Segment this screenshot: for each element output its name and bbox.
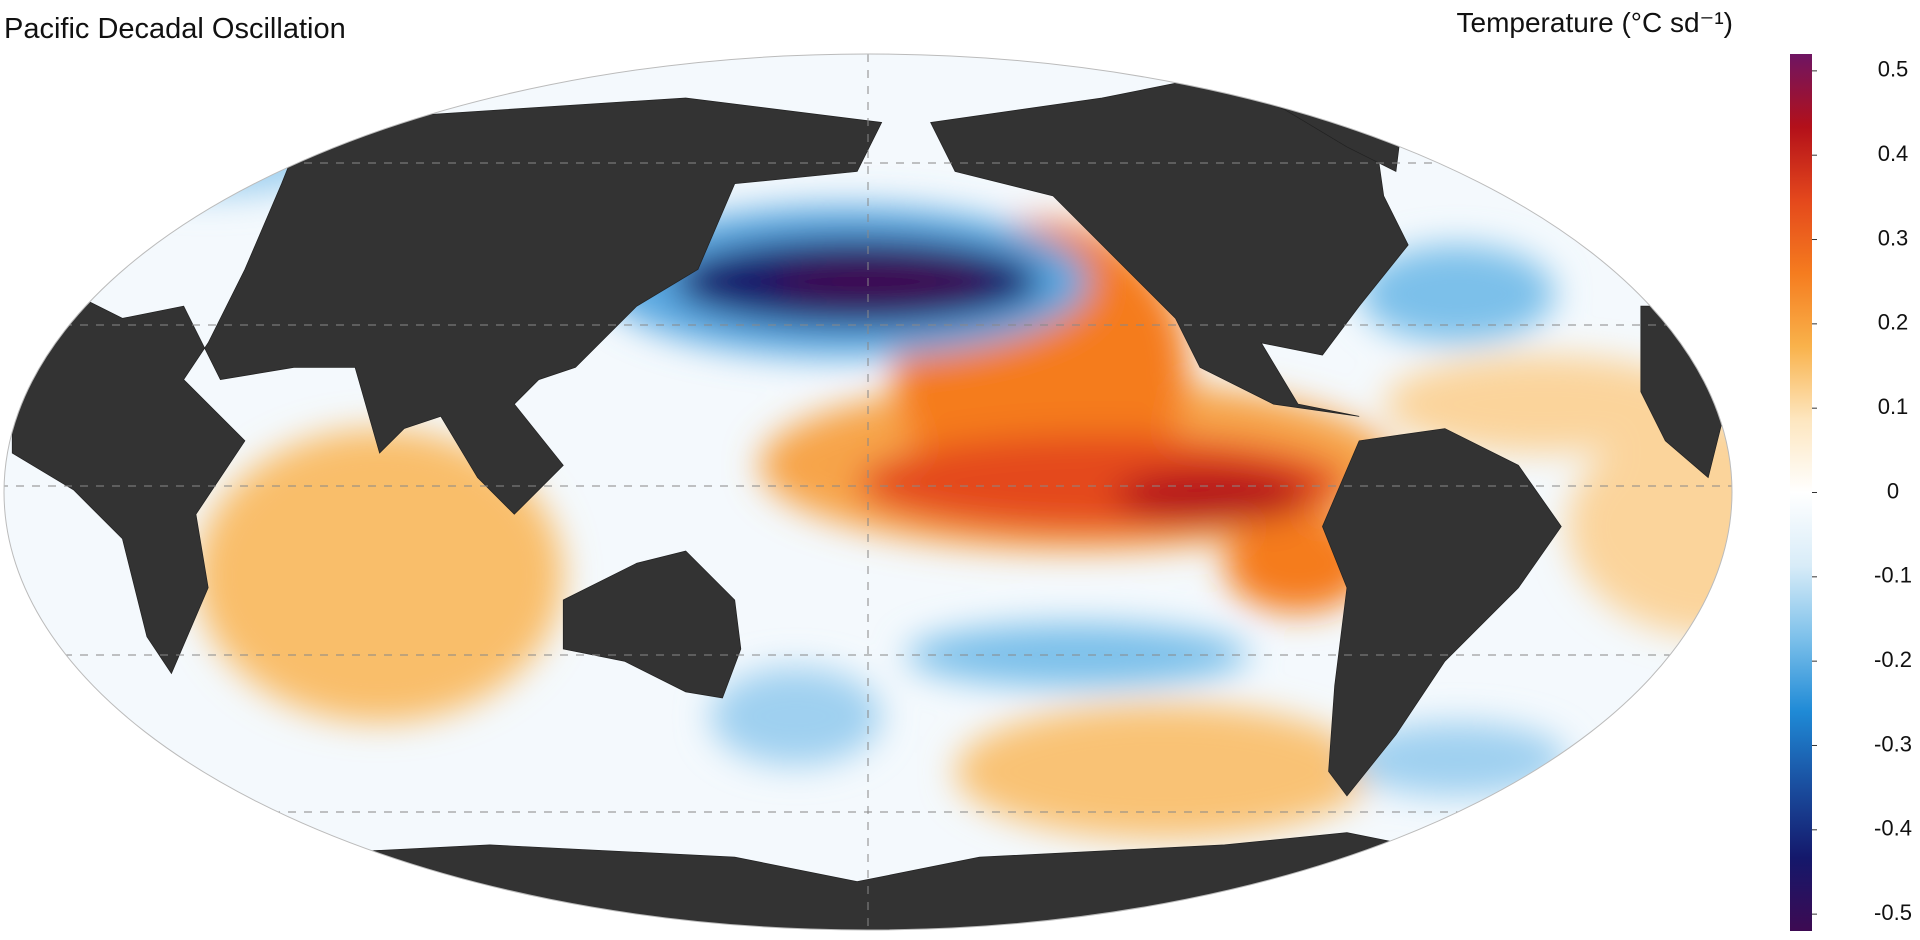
colorbar-tick-label: -0.1: [1874, 563, 1912, 588]
colorbar-tick-label: 0.4: [1878, 141, 1909, 166]
map-border: [3, 53, 1733, 931]
colorbar-tick-label: -0.4: [1874, 816, 1912, 841]
colorbar-tick-label: 0: [1887, 478, 1899, 503]
colorbar-tick-label: -0.3: [1874, 731, 1912, 756]
colorbar-tick-label: -0.2: [1874, 647, 1912, 672]
colorbar-tick-label: -0.5: [1874, 900, 1912, 925]
colorbar-tick-label: 0.3: [1878, 225, 1909, 250]
colorbar-tick-label: 0.5: [1878, 57, 1909, 82]
colorbar-label: Temperature (°C sd⁻¹): [1457, 7, 1734, 38]
colorbar-tick-label: 0.2: [1878, 310, 1909, 335]
anomaly-field: [61, 97, 1732, 839]
map: [4, 54, 1732, 930]
colorbar-tick-label: 0.1: [1878, 394, 1909, 419]
map-title: Pacific Decadal Oscillation: [4, 13, 346, 45]
colorbar: [1790, 54, 1812, 931]
